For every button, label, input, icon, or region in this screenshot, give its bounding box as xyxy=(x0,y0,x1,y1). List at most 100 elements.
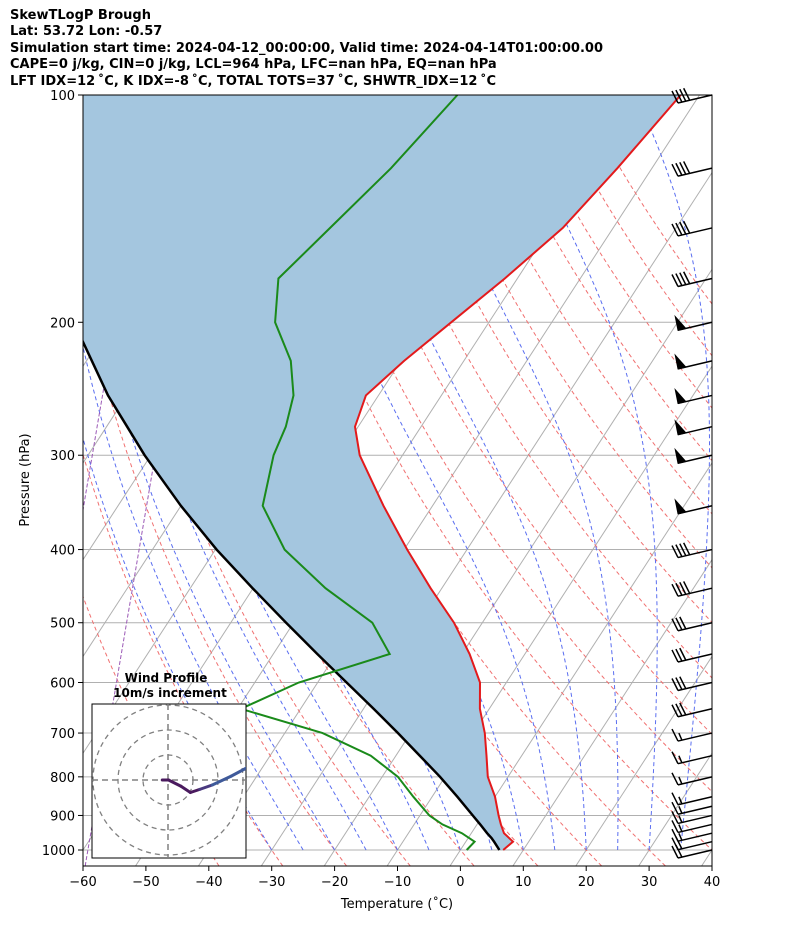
wind-barb xyxy=(671,801,713,815)
wind-barb-staff xyxy=(677,840,713,851)
wind-barb xyxy=(671,271,713,288)
dry-adiabat xyxy=(83,452,284,866)
wind-barb-full xyxy=(671,223,679,237)
x-tick-label: −60 xyxy=(69,875,96,890)
wind-barb-staff xyxy=(677,548,713,559)
wind-barb-full xyxy=(671,820,679,833)
wind-barb xyxy=(671,616,713,632)
dry-adiabat xyxy=(513,95,712,409)
wind-barb-flag xyxy=(674,388,687,405)
wind-barb-full xyxy=(671,704,679,718)
moist-adiabat xyxy=(635,95,710,851)
isotherm-gridline xyxy=(449,462,712,866)
y-tick-label: 400 xyxy=(50,544,75,559)
hodograph-trace-segment xyxy=(188,787,202,794)
x-tick-label: 10 xyxy=(515,875,532,890)
wind-barb-staff xyxy=(677,587,713,597)
y-tick-label: 300 xyxy=(50,449,75,464)
wind-barb-full xyxy=(675,544,683,557)
wind-barb-full xyxy=(679,582,687,595)
hodograph-trace-segment xyxy=(229,766,246,778)
wind-barb xyxy=(671,792,713,806)
y-tick-label: 900 xyxy=(50,809,75,824)
x-tick-label: −50 xyxy=(132,875,159,890)
wind-barb-full xyxy=(683,542,691,556)
chart-title-block: SkewTLogP Brough Lat: 53.72 Lon: -0.57 S… xyxy=(10,8,603,90)
isotherm-gridline xyxy=(197,95,700,866)
wind-barb-staff xyxy=(677,776,713,786)
wind-barb xyxy=(671,828,713,842)
location-line: Lat: 53.72 Lon: -0.57 xyxy=(10,24,163,40)
wind-barb xyxy=(674,498,713,515)
inset-subtitle: 10m/s increment xyxy=(113,686,227,700)
hodograph-inset: Wind Profile 10m/s increment xyxy=(91,671,247,859)
moist-adiabat xyxy=(83,344,304,851)
wind-barb-staff xyxy=(677,814,713,825)
wind-barb-staff xyxy=(677,681,713,692)
wind-barb-staff xyxy=(677,227,713,237)
wind-barb-staff xyxy=(677,621,713,632)
wind-barb xyxy=(674,314,713,332)
hodograph-trace-segment xyxy=(179,784,192,794)
y-tick-label: 700 xyxy=(50,727,75,742)
wind-barb-full xyxy=(675,89,683,103)
dry-adiabat xyxy=(578,95,712,305)
wind-barb-staff xyxy=(677,653,713,663)
wind-barb-half xyxy=(678,755,683,764)
wind-barb-full xyxy=(671,163,679,177)
wind-barb-half xyxy=(678,824,683,832)
y-tick-label: 200 xyxy=(50,316,75,331)
isotherm-gridline xyxy=(0,95,71,866)
wind-barb-full xyxy=(683,161,691,174)
wind-barb-full xyxy=(675,582,683,596)
y-tick-label: 1000 xyxy=(42,844,75,859)
wind-barb-full xyxy=(679,676,687,690)
parcel-profile-line xyxy=(83,339,501,851)
wind-barb-full xyxy=(675,617,683,631)
x-tick-label: −30 xyxy=(258,875,285,890)
wind-barb-full xyxy=(671,845,679,859)
inset-title: Wind Profile xyxy=(125,671,208,685)
wind-barb-staff xyxy=(677,94,713,104)
wind-barb-full xyxy=(671,545,679,558)
wind-barb-half xyxy=(678,732,683,741)
wind-barb xyxy=(671,581,713,597)
wind-barb-full xyxy=(675,162,683,176)
x-tick-label: 40 xyxy=(704,875,721,890)
wind-barb xyxy=(671,702,713,718)
dry-adiabat xyxy=(83,283,347,866)
wind-barb-full xyxy=(679,543,687,557)
isotherm-gridline xyxy=(0,95,8,866)
hodograph-trace-segment xyxy=(198,783,214,791)
wind-barb-half xyxy=(678,776,683,785)
wind-barb-staff xyxy=(677,167,713,177)
wind-barb xyxy=(674,388,713,405)
isotherm-gridline xyxy=(260,171,712,866)
wind-barb-flag xyxy=(674,498,687,515)
wind-barb xyxy=(671,811,713,825)
wind-barb-full xyxy=(675,273,683,286)
wind-barb-staff xyxy=(677,732,713,742)
wind-barb-flag xyxy=(674,353,687,370)
wind-barb-half xyxy=(678,815,683,823)
wind-barb-full xyxy=(671,678,679,691)
wind-barb xyxy=(674,447,713,464)
wind-barb-full xyxy=(683,581,691,594)
wind-barb-staff xyxy=(677,805,713,815)
wind-barb xyxy=(671,161,713,177)
wind-barb-full xyxy=(675,648,683,662)
wind-barb xyxy=(671,87,713,104)
temperature-line xyxy=(353,95,682,851)
wind-barb-staff xyxy=(677,708,713,718)
shaded-area-cin xyxy=(83,95,681,850)
wind-barb-full xyxy=(671,618,679,632)
x-tick-label: 30 xyxy=(641,875,658,890)
isotherm-gridline xyxy=(575,655,712,866)
hodograph-trace-segment xyxy=(210,774,233,787)
wind-barb-full xyxy=(671,837,679,851)
wind-barb-full xyxy=(683,87,691,101)
wind-barb xyxy=(671,772,713,786)
isotherm-gridline xyxy=(512,558,712,866)
moist-adiabat xyxy=(505,95,658,851)
isotherm-gridline xyxy=(638,752,712,866)
